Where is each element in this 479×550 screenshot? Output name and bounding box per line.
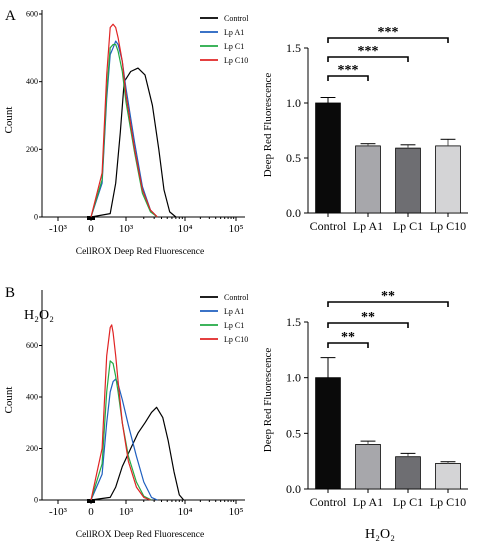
panel-b-histogram-xtick-label: 10⁴ — [178, 506, 193, 518]
panel-a-histogram-xtick-label: 10⁴ — [178, 223, 193, 235]
panel-b-histogram-xtick-label: 10³ — [119, 506, 134, 518]
panel-a-bar-xtick-label: Lp A1 — [353, 219, 383, 233]
panel-a-bar-xtick-label: Lp C10 — [430, 219, 466, 233]
panel-a-histogram-ytick-label: 400 — [26, 77, 38, 86]
panel-b-bar-bar-lp-c1 — [395, 456, 421, 490]
panel-a-bar-bar-lp-c1 — [395, 147, 421, 214]
panel-a-histogram-series-lp-c1 — [90, 43, 158, 218]
panel-b-bar-ytick-label: 0.0 — [286, 482, 301, 496]
panel-a-histogram-xlabel: CellROX Deep Red Fluorescence — [76, 247, 204, 257]
panel-a-bar-significance-bracket — [327, 56, 409, 62]
panel-a-histogram: A Count CellROX Deep Red Fluorescence 0 2… — [3, 8, 249, 257]
panel-a-histogram-series-lp-c10 — [90, 23, 158, 218]
panel-b-bar-significance-bracket — [327, 301, 449, 307]
panel-b-histogram-series-lp-c10 — [90, 324, 151, 501]
panel-b-bar-xtick-label: Lp C1 — [393, 495, 423, 509]
panel-b-histogram-legend-label: Lp C1 — [224, 321, 244, 330]
panel-a-histogram-legend-label: Control — [224, 14, 249, 23]
panel-a-bar-ytick-label: 0.5 — [286, 151, 301, 165]
panel-a-histogram-series-control — [90, 67, 177, 218]
panel-a-histogram-legend-label: Lp C1 — [224, 42, 244, 51]
panel-b-bar-xtick-label: Control — [310, 495, 347, 509]
panel-b-histogram-legend-label: Lp C10 — [224, 335, 248, 344]
panel-a-bar-significance-label: *** — [378, 25, 399, 40]
panel-a-bar-significance-bracket — [327, 37, 449, 43]
panel-b-bar-ylabel: Deep Red Fluorescence — [262, 348, 274, 453]
panel-b-histogram-ytick-label: 600 — [26, 341, 38, 350]
panel-a-histogram-xtick-label: 10³ — [119, 223, 134, 235]
panel-b-histogram-ytick-label: 0 — [34, 496, 38, 505]
panel-b-bar-chart: Deep Red Fluorescence H₂O₂ 0.0 0.5 1.0 1.5 C… — [262, 289, 468, 542]
panel-b-bar-ytick-label: 1.0 — [286, 371, 301, 385]
panel-a-histogram-xtick-label: 10⁵ — [229, 223, 244, 235]
panel-b-bar-xtick-label: Lp C10 — [430, 495, 466, 509]
panel-b-histogram-xtick-label: 10⁵ — [229, 506, 244, 518]
panel-b-histogram: B H₂O₂ Count CellROX Deep Red Fluorescen… — [3, 285, 249, 540]
panel-a-bar-significance-label: *** — [358, 44, 379, 59]
panel-a-histogram-xtick-label: -10³ — [49, 223, 68, 235]
panel-b-histogram-legend-label: Control — [224, 293, 249, 302]
panel-a-label: A — [5, 8, 16, 24]
panel-b-bar-significance-label: ** — [341, 330, 355, 345]
panel-a-histogram-series-lp-a1 — [90, 40, 158, 218]
panel-b-label: B — [5, 285, 15, 301]
panel-b-histogram-annotation: H₂O₂ — [24, 308, 54, 323]
panel-b-bar-xlabel: H₂O₂ — [365, 527, 395, 542]
panel-b-bar-ytick-label: 0.5 — [286, 426, 301, 440]
panel-a-bar-ytick-label: 0.0 — [286, 206, 301, 220]
panel-a-bar-significance-bracket — [327, 75, 369, 81]
panel-a-histogram-legend-label: Lp C10 — [224, 56, 248, 65]
panel-a-bar-ylabel: Deep Red Fluorescence — [262, 73, 274, 178]
panel-a-bar-bar-control — [315, 102, 341, 214]
panel-b-bar-significance-bracket — [327, 322, 409, 328]
panel-a-histogram-ytick-label: 0 — [34, 213, 38, 222]
panel-a-histogram-ytick-label: 200 — [26, 145, 38, 154]
panel-b-bar-significance-bracket — [327, 342, 369, 348]
panel-a-bar-ytick-label: 1.5 — [286, 41, 301, 55]
panel-b-histogram-xlabel: CellROX Deep Red Fluorescence — [76, 530, 204, 540]
panel-b-histogram-ytick-label: 200 — [26, 444, 38, 453]
panel-a-histogram-zero-marker — [87, 216, 95, 220]
panel-b-histogram-xtick-label: 0 — [88, 506, 94, 518]
panel-b-histogram-series-control — [90, 406, 185, 501]
panel-b-histogram-series-lp-c1 — [90, 360, 152, 501]
panel-a-bar-ytick-label: 1.0 — [286, 96, 301, 110]
panel-a-bar-xtick-label: Control — [310, 219, 347, 233]
panel-b-histogram-legend-label: Lp A1 — [224, 307, 244, 316]
panel-a-bar-chart: Deep Red Fluorescence 0.0 0.5 1.0 1.5 Contro… — [262, 25, 468, 233]
panel-b-bar-significance-label: ** — [381, 289, 395, 304]
panel-b-histogram-xtick-label: -10³ — [49, 506, 68, 518]
panel-b-histogram-zero-marker — [87, 499, 95, 503]
panel-a-histogram-legend-label: Lp A1 — [224, 28, 244, 37]
panel-a-bar-xtick-label: Lp C1 — [393, 219, 423, 233]
panel-b-histogram-ylabel: Count — [3, 387, 15, 414]
panel-b-bar-bar-lp-a1 — [355, 444, 381, 490]
panel-b-bar-bar-control — [315, 377, 341, 490]
panel-b-histogram-ytick-label: 400 — [26, 393, 38, 402]
panel-b-bar-bar-lp-c10 — [435, 462, 461, 490]
panel-b-bar-xtick-label: Lp A1 — [353, 495, 383, 509]
panel-a-histogram-ytick-label: 600 — [26, 10, 38, 19]
panel-a-bar-bar-lp-c10 — [435, 145, 461, 214]
panel-a-histogram-xtick-label: 0 — [88, 223, 94, 235]
panel-a-bar-significance-label: *** — [338, 63, 359, 78]
panel-b-bar-significance-label: ** — [361, 310, 375, 325]
panel-a-histogram-ylabel: Count — [3, 107, 15, 134]
panel-b-histogram-series-lp-a1 — [90, 378, 158, 501]
panel-a-bar-bar-lp-a1 — [355, 145, 381, 214]
panel-b-bar-ytick-label: 1.5 — [286, 315, 301, 329]
